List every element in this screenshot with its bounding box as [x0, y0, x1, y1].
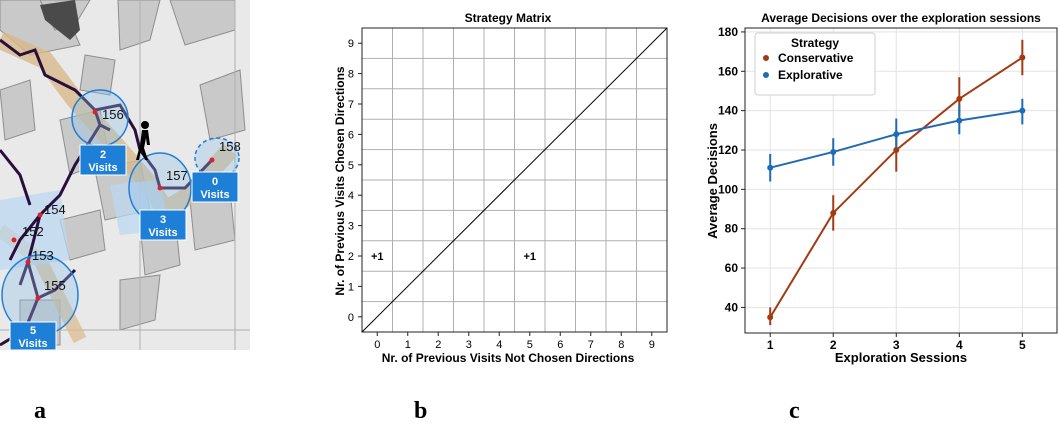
visit-badge-count: 0: [212, 176, 218, 188]
legend-marker: [763, 55, 769, 61]
y-tick-label: 6: [348, 129, 354, 141]
y-tick-label: 120: [718, 143, 738, 157]
data-point: [956, 117, 963, 124]
x-tick-label: 5: [527, 339, 533, 351]
visit-badge-count: 2: [100, 149, 106, 161]
y-tick-label: 60: [725, 261, 739, 275]
panel-label-a: a: [34, 398, 46, 424]
x-tick-label: 2: [435, 339, 441, 351]
strategy-matrix-panel: Strategy Matrix Nr. of Previous Visits N…: [320, 0, 680, 380]
visit-badge-label: Visits: [88, 162, 117, 174]
y-tick-label: 2: [348, 251, 354, 263]
data-point: [956, 95, 963, 102]
y-tick-label: 140: [718, 104, 738, 118]
node-label-153: 153: [32, 248, 54, 263]
average-decisions-panel: Average Decisions over the exploration s…: [700, 0, 1059, 380]
visit-badge: 2 Visits: [79, 144, 127, 176]
x-axis-label: Exploration Sessions: [835, 350, 967, 365]
data-point: [1019, 54, 1026, 61]
plot-frame: [744, 27, 1058, 334]
y-tick-label: 40: [725, 300, 739, 314]
data-point: [1019, 107, 1026, 114]
chart-title: Strategy Matrix: [465, 11, 552, 25]
y-tick-label: 5: [348, 160, 354, 172]
diagonal-line: [361, 27, 668, 333]
dark-building: [40, 0, 80, 40]
x-axis-label: Nr. of Previous Visits Not Chosen Direct…: [382, 351, 635, 365]
data-point: [767, 164, 774, 171]
y-tick-label: 1: [348, 281, 354, 293]
visit-badge: 3 Visits: [139, 209, 187, 241]
y-tick-label: 180: [718, 25, 738, 39]
matrix-annotation: +1: [523, 251, 536, 263]
y-tick-label: 9: [348, 38, 354, 50]
panel-label-c: c: [789, 398, 800, 424]
visit-badge-count: 3: [160, 214, 166, 226]
x-tick-label: 2: [830, 338, 837, 352]
map-illustration: 156 157 158 154 152 153 155 2 Visits 0 V…: [0, 0, 250, 350]
legend-title: Strategy: [791, 36, 839, 50]
x-tick-label: 1: [405, 339, 411, 351]
node-markers: [11, 109, 215, 301]
x-tick-label: 4: [496, 339, 502, 351]
node-label-152: 152: [22, 224, 44, 239]
data-point: [830, 148, 837, 155]
x-tick-label: 3: [466, 339, 472, 351]
data-point: [893, 147, 900, 153]
plot-frame: [361, 27, 668, 333]
legend-entry: Explorative: [778, 68, 843, 82]
visit-badge-count: 5: [30, 325, 36, 337]
node-label-154: 154: [44, 202, 66, 217]
visit-badge-label: Visits: [148, 227, 177, 239]
y-tick-label: 3: [348, 221, 354, 233]
legend-marker: [763, 72, 769, 78]
legend-box: [754, 32, 876, 96]
y-tick-label: 160: [718, 64, 738, 78]
y-axis-label: Average Decisions: [705, 123, 720, 239]
visit-badge: 0 Visits: [191, 171, 239, 203]
y-tick-label: 80: [725, 222, 739, 236]
strategy-matrix-chart: Strategy Matrix Nr. of Previous Visits N…: [333, 11, 668, 365]
legend-entry: Conservative: [778, 51, 854, 65]
y-tick-label: 7: [348, 99, 354, 111]
average-decisions-chart: Average Decisions over the exploration s…: [705, 11, 1058, 365]
visit-badge-label: Visits: [200, 189, 229, 201]
y-tick-label: 8: [348, 69, 354, 81]
x-tick-label: 3: [893, 338, 900, 352]
data-point: [830, 209, 837, 216]
data-point: [893, 131, 900, 138]
y-tick-label: 100: [718, 182, 738, 196]
x-tick-label: 9: [649, 339, 655, 351]
node-label-156: 156: [102, 107, 124, 122]
node-label-157: 157: [166, 168, 188, 183]
visit-badge-label: Visits: [18, 338, 47, 350]
x-tick-label: 7: [588, 339, 594, 351]
x-tick-label: 0: [374, 339, 380, 351]
visit-badge: 5 Visits: [9, 321, 57, 350]
node-label-155: 155: [44, 278, 66, 293]
x-tick-label: 4: [956, 338, 963, 352]
y-axis-label: Nr. of Previous Visits Chosen Directions: [333, 66, 347, 296]
pedestrian-icon: [136, 121, 150, 160]
data-point: [767, 314, 774, 321]
chart-title: Average Decisions over the exploration s…: [761, 11, 1041, 25]
panel-label-b: b: [414, 398, 428, 424]
y-tick-label: 0: [348, 312, 354, 324]
x-tick-label: 8: [618, 339, 624, 351]
node-label-158: 158: [219, 139, 241, 154]
x-tick-label: 1: [767, 338, 774, 352]
map-panel: 156 157 158 154 152 153 155 2 Visits 0 V…: [0, 0, 250, 350]
matrix-annotation: +1: [371, 251, 384, 263]
x-tick-label: 5: [1019, 338, 1026, 352]
x-tick-label: 6: [557, 339, 563, 351]
y-tick-label: 4: [348, 190, 354, 202]
